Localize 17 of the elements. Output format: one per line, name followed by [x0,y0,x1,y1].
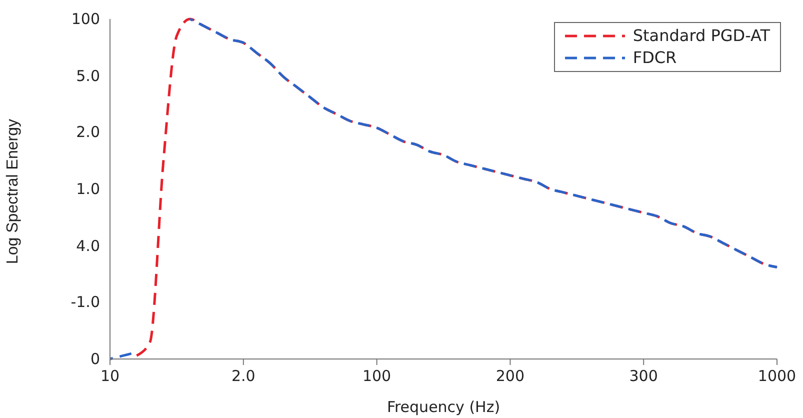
text: 4.0 [75,236,100,255]
text: 2.0 [75,123,100,142]
text: 1.0 [75,180,100,198]
text: 5.0 [75,66,100,85]
x-tick-label: 10 [100,367,120,385]
x-axis-title: Frequency (Hz) [386,398,500,416]
legend-label: FDCR [632,47,677,69]
x-tick-label: 1000 [758,367,796,385]
x-tick-label: 300 [629,367,658,385]
text: 0 [89,350,100,368]
legend-label: Standard PGD-AT [632,25,770,47]
y-axis-title: Log Spectral Energy [4,119,22,264]
x-tick-label: 2.0 [231,367,256,385]
text: 100 [70,10,100,28]
x-tick-label: 200 [496,367,525,385]
x-tick-label: 100 [362,367,392,385]
text: -1.0 [70,293,100,312]
